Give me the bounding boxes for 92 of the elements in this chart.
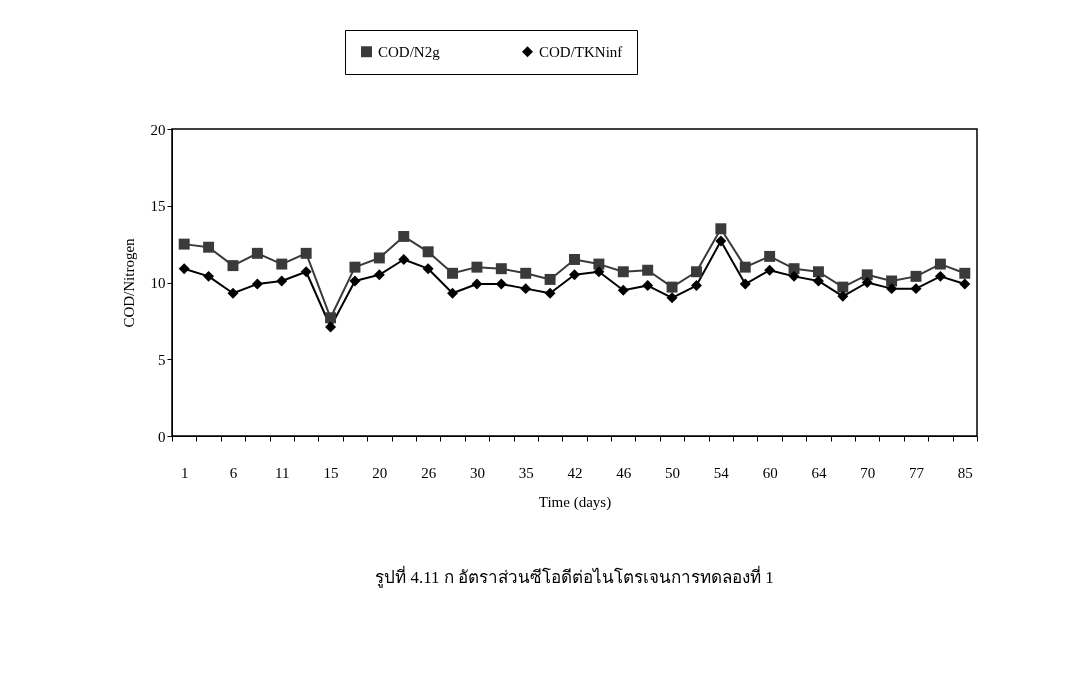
- point: [642, 264, 654, 276]
- point: [910, 283, 922, 295]
- point: [690, 280, 702, 292]
- x-tick-label: 15: [323, 464, 339, 481]
- x-tick-label: 20: [372, 464, 388, 481]
- x-tick-label: 46: [616, 464, 632, 481]
- y-tick-label: 20: [150, 121, 166, 138]
- x-tick-label: 30: [469, 464, 485, 481]
- point: [276, 275, 288, 287]
- x-tick-label: 70: [860, 464, 876, 481]
- point: [764, 250, 776, 262]
- point: [422, 246, 434, 258]
- point: [715, 235, 727, 247]
- point: [617, 284, 629, 296]
- point: [471, 278, 483, 290]
- point: [178, 263, 190, 275]
- point: [715, 223, 727, 235]
- point: [910, 270, 922, 282]
- point: [617, 266, 629, 278]
- point: [788, 270, 800, 282]
- point: [300, 266, 312, 278]
- point: [251, 278, 263, 290]
- point: [373, 269, 385, 281]
- point: [544, 287, 556, 299]
- point: [666, 292, 678, 304]
- point: [886, 275, 898, 287]
- point: [422, 263, 434, 275]
- x-tick-label: 64: [811, 464, 827, 481]
- point: [812, 266, 824, 278]
- point: [642, 280, 654, 292]
- point: [934, 258, 946, 270]
- point: [227, 260, 239, 272]
- point: [447, 267, 459, 279]
- x-tick-label: 85: [957, 464, 973, 481]
- point: [325, 321, 337, 333]
- x-tick-label: 42: [567, 464, 583, 481]
- point: [812, 275, 824, 287]
- point: [593, 258, 605, 270]
- point: [764, 264, 776, 276]
- point: [447, 287, 459, 299]
- x-tick-label: 50: [665, 464, 681, 481]
- legend-label: COD/N2g: [378, 43, 441, 60]
- point: [739, 278, 751, 290]
- point: [569, 254, 580, 265]
- point: [861, 269, 873, 281]
- x-tick-label: 77: [909, 464, 925, 481]
- point: [569, 269, 580, 281]
- point: [837, 281, 849, 293]
- x-tick-label: 35: [518, 464, 534, 481]
- point: [861, 277, 873, 288]
- point: [666, 281, 678, 293]
- point: [300, 247, 312, 259]
- x-tick-label: 60: [762, 464, 778, 481]
- point: [520, 283, 532, 295]
- point: [398, 230, 410, 242]
- y-tick-label: 15: [150, 198, 166, 215]
- y-tick-label: 0: [158, 428, 166, 445]
- point: [788, 263, 800, 275]
- point: [739, 261, 751, 273]
- point: [349, 275, 361, 287]
- point: [349, 261, 361, 273]
- y-tick-label: 5: [158, 351, 166, 368]
- point: [690, 266, 702, 278]
- y-axis-title: COD/Nitrogen: [120, 237, 137, 328]
- point: [398, 254, 410, 265]
- point: [495, 263, 507, 275]
- point: [959, 278, 971, 290]
- legend-label: COD/TKNinf: [539, 43, 623, 60]
- x-axis-title: Time (days): [538, 493, 612, 511]
- point: [471, 261, 483, 273]
- point: [203, 241, 215, 253]
- point: [837, 290, 849, 302]
- point: [373, 252, 385, 264]
- point: [544, 273, 556, 285]
- point: [203, 270, 215, 282]
- point: [251, 247, 263, 259]
- x-tick-label: 6: [229, 464, 238, 481]
- point: [593, 266, 605, 278]
- point: [325, 312, 337, 324]
- point: [520, 267, 532, 279]
- x-tick-label: 1: [180, 464, 189, 481]
- x-tick-label: 11: [275, 464, 290, 481]
- x-tick-label: 26: [421, 464, 437, 481]
- point: [227, 287, 239, 299]
- point: [959, 267, 971, 279]
- x-tick-label: 54: [713, 464, 730, 481]
- point: [934, 270, 946, 282]
- y-tick-label: 10: [150, 275, 166, 291]
- point: [276, 258, 288, 270]
- text: รูปที่ 4.11 ก อัตราส่วนซีโอดีต่อไนโตรเจนการทดลองที่ 1: [375, 565, 774, 588]
- point: [886, 283, 898, 295]
- point: [178, 238, 190, 250]
